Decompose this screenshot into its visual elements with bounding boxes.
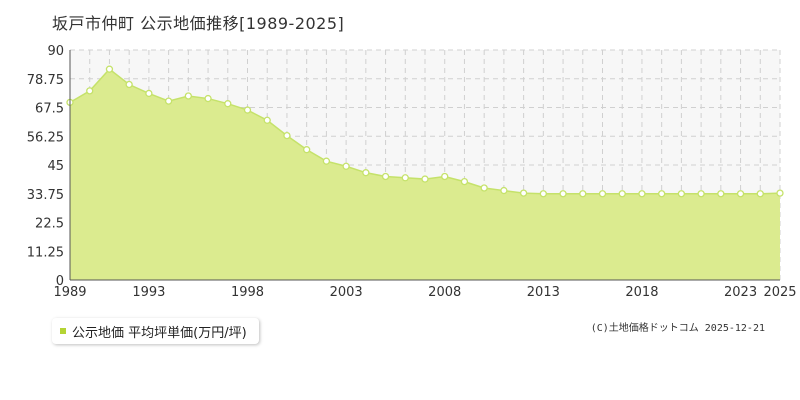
data-point-2024	[756, 190, 764, 198]
data-point-2020	[677, 190, 686, 198]
data-point-2021	[697, 190, 705, 198]
data-point-2018	[638, 190, 646, 198]
x-tick-label: 2018	[625, 285, 658, 300]
y-axis-ticks: 0 11.25 22.5 33.75 45 56.25 67.5 78.75 90	[27, 44, 64, 289]
data-point-2008	[441, 172, 449, 181]
data-point-2017	[618, 190, 626, 198]
x-tick-label: 2025	[763, 285, 796, 300]
x-tick-label: 1993	[132, 285, 165, 300]
data-point-1997	[224, 100, 232, 108]
y-tick-label: 56.25	[27, 130, 64, 145]
data-point-1996	[204, 94, 212, 103]
x-tick-label: 1989	[53, 285, 86, 300]
data-point-2013	[539, 190, 547, 198]
y-tick-label: 11.25	[27, 245, 64, 260]
data-points	[66, 65, 784, 198]
data-point-2004	[362, 169, 370, 177]
data-point-2019	[658, 190, 666, 198]
legend-swatch	[60, 328, 66, 334]
data-point-2009	[460, 177, 469, 186]
data-point-2010	[480, 184, 488, 192]
data-point-1992	[125, 80, 133, 89]
x-tick-label: 2003	[330, 285, 363, 300]
data-point-2007	[421, 175, 429, 183]
y-tick-label: 33.75	[27, 188, 64, 203]
data-point-1998	[243, 106, 252, 114]
data-point-2014	[559, 190, 567, 198]
data-point-2001	[303, 146, 311, 154]
data-point-1994	[164, 97, 173, 105]
data-point-2022	[717, 190, 725, 198]
y-tick-label: 90	[47, 44, 64, 59]
legend-label: 公示地価 平均坪単価(万円/坪)	[72, 325, 247, 341]
y-tick-label: 78.75	[27, 73, 64, 88]
data-point-2023	[736, 190, 745, 198]
data-point-2011	[500, 186, 508, 195]
data-point-2003	[342, 162, 350, 170]
data-point-1995	[184, 92, 192, 100]
data-point-2012	[519, 189, 528, 197]
x-tick-label: 2023	[724, 285, 757, 300]
x-tick-label: 1998	[231, 285, 264, 300]
y-tick-label: 0	[56, 274, 64, 289]
chart-legend: 公示地価 平均坪単価(万円/坪)	[52, 318, 259, 344]
data-point-1991	[105, 65, 114, 73]
x-tick-label: 2013	[527, 285, 560, 300]
x-axis-ticks: 1989 1993 1998 2003 2008 2013 2018 2023 2025	[53, 285, 796, 300]
data-point-1999	[263, 116, 271, 124]
y-tick-label: 22.5	[35, 217, 64, 232]
data-point-2005	[381, 172, 390, 181]
data-point-2015	[579, 190, 587, 198]
x-tick-label: 2008	[428, 285, 461, 300]
y-tick-label: 45	[47, 159, 64, 174]
price-area	[70, 69, 780, 280]
data-point-2000	[283, 131, 291, 140]
data-point-2025	[776, 189, 784, 197]
page-title: 坂戸市仲町 公示地価推移[1989-2025]	[52, 14, 345, 33]
axes	[69, 50, 780, 281]
y-tick-label: 67.5	[35, 102, 64, 117]
data-point-2006	[401, 174, 409, 182]
data-point-2016	[598, 190, 607, 198]
data-point-1993	[145, 89, 153, 98]
data-point-2002	[322, 157, 331, 165]
data-point-1990	[86, 87, 94, 95]
copyright-text: (C)土地価格ドットコム 2025-12-21	[590, 323, 765, 334]
